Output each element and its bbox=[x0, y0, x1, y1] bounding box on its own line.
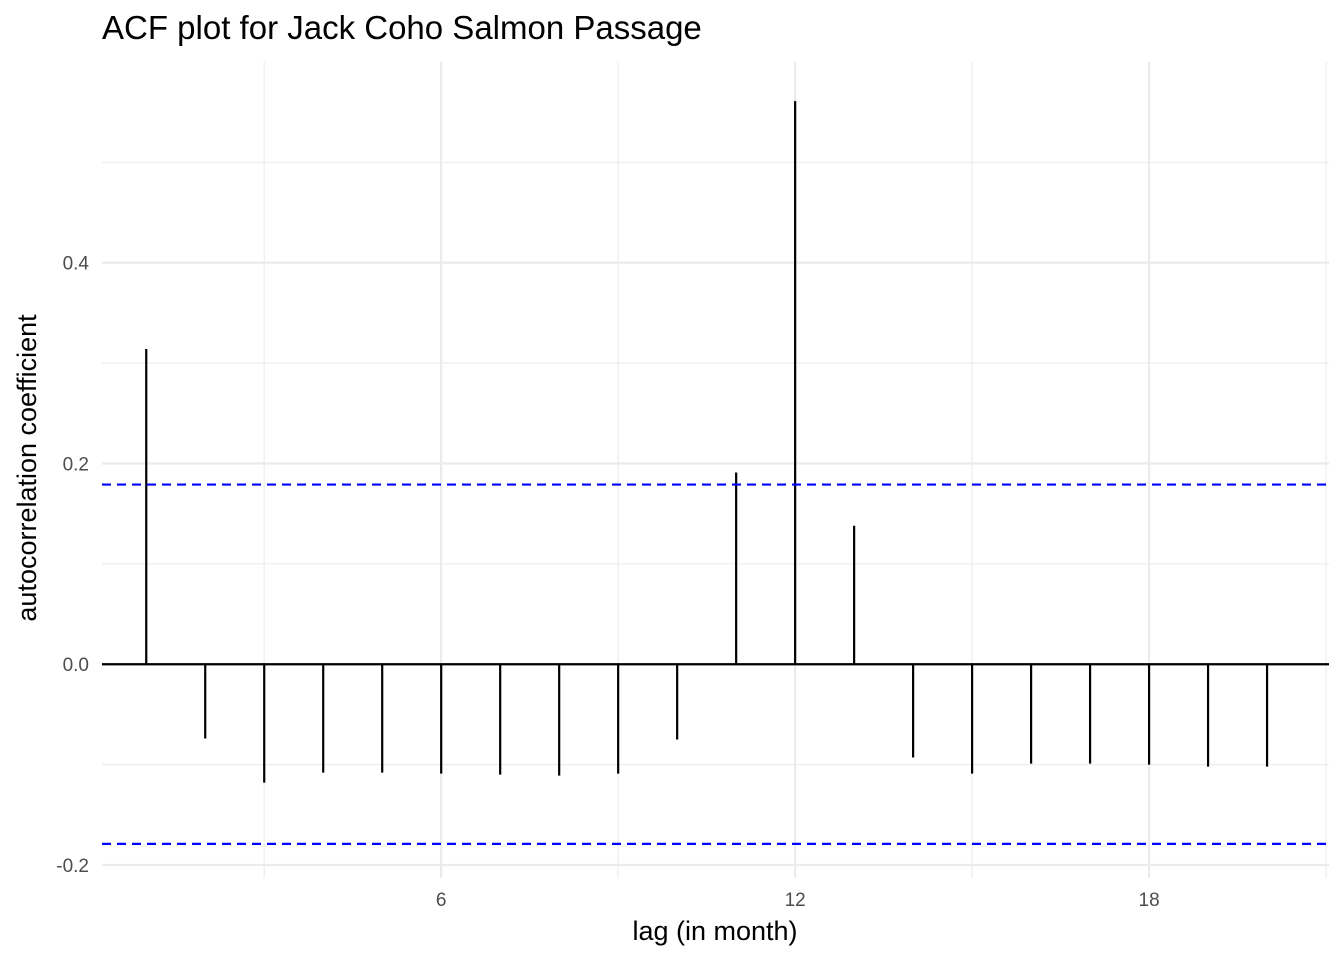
x-axis-title: lag (in month) bbox=[632, 916, 797, 946]
y-axis-title: autocorrelation coefficient bbox=[12, 314, 42, 622]
acf-bars bbox=[145, 101, 1269, 783]
tick-labels: 6 12 18 -0.2 0.0 0.2 0.4 bbox=[56, 254, 1159, 911]
grid-lines bbox=[102, 62, 1329, 878]
x-tick-label: 18 bbox=[1139, 890, 1160, 911]
y-tick-label: -0.2 bbox=[56, 856, 89, 877]
x-tick-label: 12 bbox=[785, 890, 806, 911]
y-tick-label: 0.0 bbox=[63, 655, 89, 676]
chart-title: ACF plot for Jack Coho Salmon Passage bbox=[102, 9, 702, 46]
x-tick-label: 6 bbox=[436, 890, 447, 911]
y-tick-label: 0.2 bbox=[63, 454, 89, 475]
y-tick-label: 0.4 bbox=[63, 254, 90, 275]
confidence-bounds bbox=[102, 483, 1329, 845]
